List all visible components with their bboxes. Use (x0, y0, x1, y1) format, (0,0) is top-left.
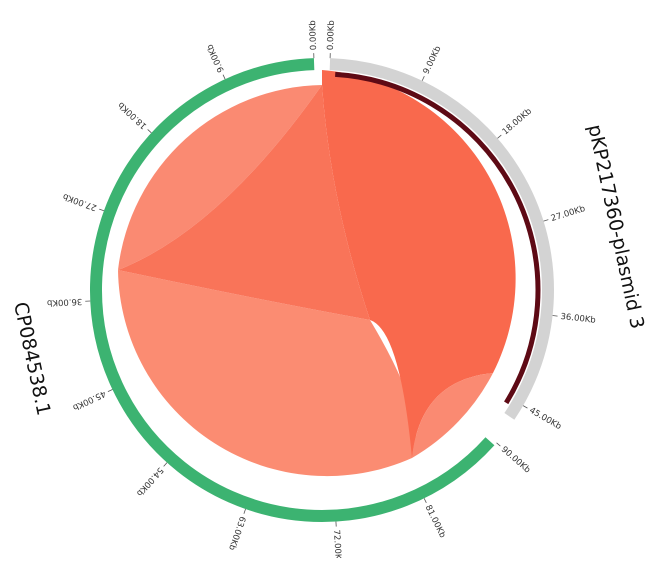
cp084538-tick-label-0: 0.00Kb (308, 20, 319, 50)
pkp217360-tick-1 (422, 76, 424, 81)
cp084538-tick-10 (497, 443, 501, 446)
cp084538-tick-label-5: 45.00Kb (71, 388, 107, 412)
cp084538-tick-label-4: 36.00Kb (47, 296, 83, 308)
pkp217360-tick-4 (553, 316, 558, 317)
cp084538-tick-label-6: 54.00Kb (134, 465, 165, 498)
sequence-label-pkp217360: pKP217360-plasmid 3 (583, 123, 648, 331)
sequence-label-cp084538: CP084538.1 (9, 300, 55, 417)
cp084538-tick-label-10: 90.00Kb (499, 445, 532, 476)
cp084538-tick-3 (99, 209, 104, 211)
cp084538-tick-label-7: 63.00Kb (226, 515, 247, 552)
pkp217360-tick-label-3: 27.00Kb (550, 204, 587, 224)
cp084538-tick-2 (148, 129, 152, 132)
cp084538-tick-1 (223, 75, 225, 80)
pkp217360-tick-label-0: 0.00Kb (326, 20, 337, 50)
cp084538-tick-label-8: 72.00Kb (331, 529, 343, 558)
cp084538-tick-5 (108, 390, 113, 392)
cp084538-tick-label-1: 9.00Kb (205, 42, 227, 73)
pkp217360-tick-2 (498, 135, 502, 138)
cp084538-tick-label-2: 18.00Kb (116, 99, 149, 130)
pkp217360-tick-label-4: 36.00Kb (560, 312, 596, 326)
cp084538-tick-label-3: 27.00Kb (62, 191, 99, 212)
pkp217360-tick-label-1: 9.00Kb (422, 45, 444, 76)
cp084538-tick-9 (424, 498, 426, 502)
pkp217360-tick-label-2: 18.00Kb (501, 107, 534, 138)
cp084538-tick-label-9: 81.00Kb (423, 504, 448, 540)
pkp217360-tick-5 (523, 406, 527, 408)
cp084538-tick-6 (164, 463, 167, 467)
pkp217360-tick-label-5: 45.00Kb (527, 406, 563, 432)
pkp217360-tick-3 (544, 220, 549, 221)
synteny-links (118, 70, 516, 476)
cp084538-tick-7 (244, 509, 246, 514)
